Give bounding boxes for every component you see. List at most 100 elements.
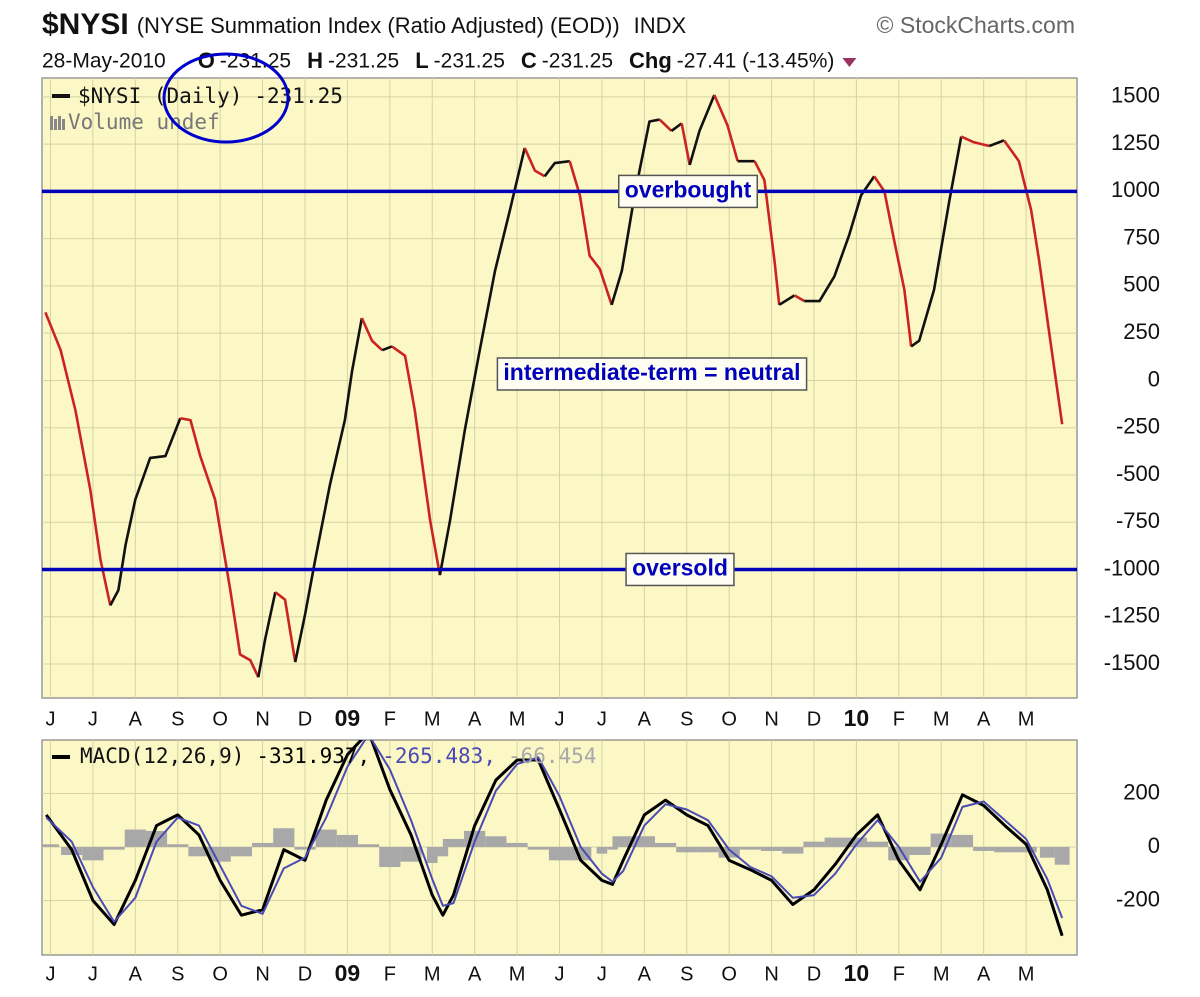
histogram-bar <box>548 846 571 861</box>
x-tick-label: A <box>129 708 143 730</box>
histogram-bar <box>336 834 359 847</box>
y-tick-label: 200 <box>1123 779 1160 804</box>
x-tick-label: J <box>88 708 98 730</box>
x-tick-label: O <box>721 708 737 730</box>
x-tick-label: A <box>638 963 652 985</box>
y-tick-label: -200 <box>1116 886 1160 911</box>
histogram-bar <box>527 846 549 850</box>
x-tick-label: A <box>468 708 482 730</box>
histogram-bar <box>697 846 719 853</box>
histogram-bar <box>188 846 210 857</box>
x-tick-label: N <box>255 708 269 730</box>
source: © StockCharts.com <box>877 12 1075 38</box>
x-tick-label: A <box>977 963 991 985</box>
index-line <box>523 147 546 178</box>
histogram-bar <box>82 846 104 861</box>
plot-layer <box>44 94 1064 678</box>
x-tick-label: D <box>298 963 312 985</box>
index-line <box>680 123 691 166</box>
x-tick-label: J <box>45 708 55 730</box>
exchange: INDX <box>634 13 687 38</box>
histogram-bar <box>273 828 295 847</box>
x-tick-label: N <box>255 963 269 985</box>
annotation: intermediate-term = neutral <box>503 359 800 385</box>
histogram-bar <box>209 846 231 862</box>
x-tick-label: M <box>1018 963 1035 985</box>
macd-line <box>45 740 1064 937</box>
x-tick-label: 09 <box>335 705 361 731</box>
x-tick-label: O <box>212 963 228 985</box>
index-line <box>109 417 182 606</box>
x-tick-label: 10 <box>844 960 870 986</box>
histogram-bar <box>426 846 438 864</box>
histogram-bar <box>951 834 974 847</box>
legend-value: -66.454 <box>508 744 597 768</box>
histogram-bar <box>718 846 740 858</box>
x-tick-label: N <box>764 708 778 730</box>
histogram-bar <box>596 846 608 854</box>
legend-swatch <box>52 94 70 98</box>
histogram-bar <box>1054 846 1070 865</box>
y-tick-label: -1000 <box>1104 555 1160 580</box>
y-tick-label: 750 <box>1123 224 1160 249</box>
x-tick-label: F <box>384 708 396 730</box>
index-line <box>793 294 805 303</box>
x-tick-label: A <box>129 963 143 985</box>
legend-label: $NYSI (Daily) <box>78 84 242 108</box>
index-line <box>753 160 781 305</box>
histogram-bar <box>909 846 931 855</box>
reference-label: oversold <box>632 555 728 581</box>
y-tick-label: 1250 <box>1111 130 1160 155</box>
index-line <box>988 139 1005 148</box>
x-tick-label: J <box>45 963 55 985</box>
histogram-bar <box>437 846 449 857</box>
volume-icon <box>54 119 57 130</box>
index-line <box>44 311 112 606</box>
histogram-bar <box>379 846 401 868</box>
y-tick-label: 0 <box>1148 366 1160 391</box>
index-line <box>670 122 683 132</box>
y-tick-label: 0 <box>1148 833 1160 858</box>
annotation-box <box>496 357 808 391</box>
x-tick-label: S <box>680 708 693 730</box>
x-tick-label: J <box>555 963 565 985</box>
histogram-bar <box>167 844 189 847</box>
histogram-bar <box>251 842 274 847</box>
x-tick-label: F <box>384 963 396 985</box>
quote-key: L <box>415 48 428 73</box>
x-tick-label: A <box>468 963 482 985</box>
index-line <box>960 135 990 148</box>
index-line <box>438 147 526 576</box>
x-tick-label: M <box>424 963 441 985</box>
x-tick-label: M <box>509 708 526 730</box>
legend-value: -265.483, <box>382 744 496 768</box>
legend-value: -231.25 <box>254 84 343 108</box>
index-line <box>688 94 716 166</box>
x-tick-label: O <box>721 963 737 985</box>
volume-icon <box>62 119 65 130</box>
x-tick-label: M <box>933 963 950 985</box>
x-tick-label: M <box>424 708 441 730</box>
quote-key: O <box>198 48 215 73</box>
change-arrow <box>842 58 857 67</box>
y-tick-label: -500 <box>1116 461 1160 486</box>
histogram-bar <box>1015 846 1037 853</box>
y-tick-label: 250 <box>1123 319 1160 344</box>
y-tick-label: -1250 <box>1104 603 1160 628</box>
symbol: $NYSI <box>42 8 129 41</box>
histogram-bar <box>230 846 252 857</box>
index-line <box>391 345 442 576</box>
histogram-bar <box>612 836 634 847</box>
histogram-bar <box>358 844 380 847</box>
legend-value: -331.937, <box>256 744 370 768</box>
histogram-bar <box>1039 846 1055 858</box>
x-tick-label: J <box>555 708 565 730</box>
histogram-bar <box>782 846 804 854</box>
x-tick-label: D <box>807 963 821 985</box>
highlight-circle <box>162 52 290 144</box>
histogram-bar <box>654 842 677 847</box>
volume-icon <box>50 116 53 130</box>
histogram-bar <box>760 846 783 851</box>
y-tick-label: -250 <box>1116 414 1160 439</box>
